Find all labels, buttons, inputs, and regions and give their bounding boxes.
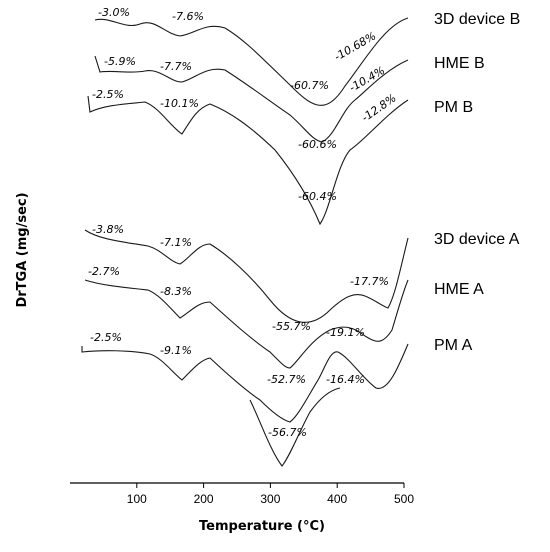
series-label-pm-a: PM A xyxy=(434,337,473,354)
x-axis-title: Temperature (°C) xyxy=(199,519,325,534)
curve-pm-a-lower xyxy=(249,387,341,467)
curve-3d-device-b xyxy=(94,17,409,106)
annotation-3d-device-b-peak3: -60.7% xyxy=(290,79,329,92)
x-tick-label-400: 400 xyxy=(327,492,347,506)
annotation-3d-device-b-peak1: -3.0% xyxy=(98,6,130,19)
annotation-hme-b-peak2: -7.7% xyxy=(160,60,192,73)
annotation-hme-b-peak1: -5.9% xyxy=(104,55,136,68)
series-label-hme-a: HME A xyxy=(434,281,484,298)
x-tick-label-500: 500 xyxy=(394,492,414,506)
annotation-pm-b-peak1: -2.5% xyxy=(92,88,124,101)
annotation-hme-a-peak3: -55.7% xyxy=(272,320,311,333)
curve-3d-device-a xyxy=(84,229,409,323)
annotation-pm-b-peak3: -60.4% xyxy=(298,190,337,203)
curve-hme-b xyxy=(94,55,409,143)
curve-pm-b xyxy=(87,95,409,226)
series-label-pm-b: PM B xyxy=(434,99,473,116)
annotation-pm-b-peak4: -12.8% xyxy=(359,91,398,124)
x-tick-label-200: 200 xyxy=(194,492,214,506)
annotation-3d-device-b-peak2: -7.6% xyxy=(172,10,204,23)
annotation-pm-a-peak4: -56.7% xyxy=(268,426,307,439)
annotations-group: -3.0% -7.6% -60.7% -10.68% -5.9% -7.7% -… xyxy=(88,6,399,439)
annotation-3d-device-a-peak2: -7.1% xyxy=(160,236,192,249)
y-axis-title: DrTGA (mg/sec) xyxy=(15,192,30,307)
x-tick-label-300: 300 xyxy=(260,492,280,506)
annotation-3d-device-a-peak3: -17.7% xyxy=(350,275,389,288)
annotation-3d-device-b-peak4: -10.68% xyxy=(332,29,378,63)
series-label-hme-b: HME B xyxy=(434,55,485,72)
series-label-3d-device-a: 3D device A xyxy=(434,231,520,248)
series-labels-group: 3D device B HME B PM B 3D device A HME A… xyxy=(434,11,520,354)
annotation-pm-a-peak3: -52.7% xyxy=(267,373,306,386)
curve-pm-a xyxy=(81,343,409,423)
annotation-3d-device-a-peak1: -3.8% xyxy=(92,223,124,236)
annotation-pm-a-peak5: -16.4% xyxy=(326,373,365,386)
curve-hme-a xyxy=(84,279,409,369)
annotation-pm-a-peak1: -2.5% xyxy=(90,331,122,344)
x-tick-label-100: 100 xyxy=(127,492,147,506)
annotation-hme-a-peak4: -19.1% xyxy=(326,326,365,339)
annotation-hme-a-peak2: -8.3% xyxy=(160,285,192,298)
annotation-hme-a-peak1: -2.7% xyxy=(88,265,120,278)
annotation-hme-b-peak3: -60.6% xyxy=(298,138,337,151)
curves-group xyxy=(81,17,409,467)
annotation-hme-b-peak4: -10.4% xyxy=(347,64,387,95)
annotation-pm-b-peak2: -10.1% xyxy=(160,97,199,110)
x-axis: 100 200 300 400 500 xyxy=(70,482,414,506)
series-label-3d-device-b: 3D device B xyxy=(434,11,520,28)
annotation-pm-a-peak2: -9.1% xyxy=(160,344,192,357)
